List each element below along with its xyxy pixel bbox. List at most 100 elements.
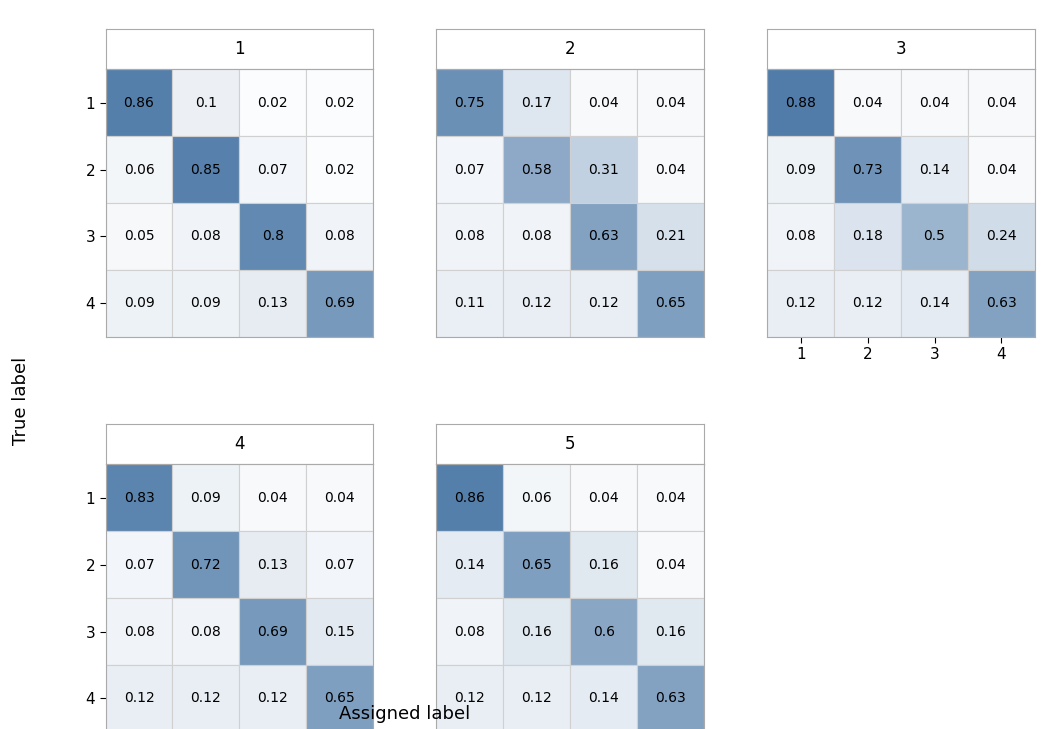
Text: 0.12: 0.12 — [588, 296, 619, 311]
Bar — [436, 69, 504, 136]
Text: 0.88: 0.88 — [786, 95, 816, 109]
Text: 0.08: 0.08 — [124, 625, 154, 639]
Bar — [570, 136, 637, 203]
Text: 0.07: 0.07 — [124, 558, 154, 572]
Text: 0.06: 0.06 — [124, 163, 154, 176]
Bar — [570, 203, 637, 270]
Bar — [968, 136, 1035, 203]
Text: 0.12: 0.12 — [190, 691, 222, 706]
Bar — [106, 136, 172, 203]
Text: 0.65: 0.65 — [522, 558, 552, 572]
Text: 0.12: 0.12 — [522, 296, 552, 311]
Text: 0.04: 0.04 — [655, 95, 686, 109]
Bar — [968, 270, 1035, 337]
Text: 0.63: 0.63 — [655, 691, 686, 706]
Text: 0.72: 0.72 — [190, 558, 222, 572]
Text: 0.12: 0.12 — [124, 691, 154, 706]
Bar — [504, 270, 570, 337]
Bar — [306, 598, 373, 665]
Bar — [306, 203, 373, 270]
Text: 0.04: 0.04 — [986, 163, 1017, 176]
Text: 0.04: 0.04 — [655, 491, 686, 504]
Bar — [240, 531, 306, 598]
Text: 0.09: 0.09 — [190, 296, 222, 311]
Bar — [570, 598, 637, 665]
Text: 0.16: 0.16 — [522, 625, 552, 639]
Bar — [504, 69, 570, 136]
Bar — [637, 270, 704, 337]
Text: 0.07: 0.07 — [454, 163, 486, 176]
Bar — [504, 203, 570, 270]
Bar — [240, 665, 306, 729]
Text: 0.04: 0.04 — [852, 95, 883, 109]
Text: 2: 2 — [565, 40, 576, 58]
Text: 0.6: 0.6 — [592, 625, 615, 639]
Text: 0.86: 0.86 — [454, 491, 486, 504]
Bar — [504, 598, 570, 665]
Text: 0.14: 0.14 — [588, 691, 619, 706]
Text: 0.65: 0.65 — [324, 691, 355, 706]
Text: 0.8: 0.8 — [262, 230, 284, 243]
Bar — [901, 136, 968, 203]
Text: 0.21: 0.21 — [655, 230, 686, 243]
Text: 0.08: 0.08 — [454, 625, 486, 639]
Text: 0.08: 0.08 — [522, 230, 552, 243]
Bar — [306, 665, 373, 729]
Bar — [637, 69, 704, 136]
Text: 0.02: 0.02 — [324, 163, 355, 176]
Bar — [106, 665, 172, 729]
Text: 0.04: 0.04 — [655, 163, 686, 176]
Text: 0.08: 0.08 — [190, 625, 222, 639]
Bar — [172, 270, 240, 337]
Text: 0.83: 0.83 — [124, 491, 154, 504]
Text: 0.02: 0.02 — [324, 95, 355, 109]
Text: 1: 1 — [234, 40, 245, 58]
Bar — [768, 136, 834, 203]
Bar — [834, 69, 901, 136]
Bar — [637, 531, 704, 598]
Text: 0.18: 0.18 — [852, 230, 883, 243]
Text: 0.12: 0.12 — [522, 691, 552, 706]
Text: 0.85: 0.85 — [190, 163, 222, 176]
Bar — [106, 69, 172, 136]
Text: 0.08: 0.08 — [324, 230, 355, 243]
Bar — [968, 203, 1035, 270]
Text: 0.04: 0.04 — [588, 95, 619, 109]
Bar — [436, 203, 504, 270]
Text: 0.63: 0.63 — [588, 230, 619, 243]
Text: 5: 5 — [565, 435, 576, 453]
Text: 0.65: 0.65 — [655, 296, 686, 311]
Text: 0.31: 0.31 — [588, 163, 619, 176]
Bar — [172, 136, 240, 203]
Text: 0.63: 0.63 — [986, 296, 1017, 311]
Text: 0.13: 0.13 — [258, 558, 288, 572]
Text: 0.75: 0.75 — [454, 95, 486, 109]
Text: 0.04: 0.04 — [588, 491, 619, 504]
Bar — [637, 665, 704, 729]
Bar — [901, 69, 968, 136]
Bar — [768, 270, 834, 337]
Bar — [306, 136, 373, 203]
Text: 0.24: 0.24 — [986, 230, 1017, 243]
Bar — [504, 531, 570, 598]
Text: 0.12: 0.12 — [258, 691, 288, 706]
Bar — [306, 270, 373, 337]
Text: 0.04: 0.04 — [655, 558, 686, 572]
Bar — [240, 69, 306, 136]
Bar — [172, 531, 240, 598]
Bar — [436, 136, 504, 203]
Text: 0.86: 0.86 — [124, 95, 154, 109]
Bar — [436, 270, 504, 337]
Text: 0.07: 0.07 — [324, 558, 355, 572]
Bar — [504, 136, 570, 203]
Bar — [570, 69, 637, 136]
Text: 0.02: 0.02 — [258, 95, 288, 109]
Text: 0.04: 0.04 — [258, 491, 288, 504]
Bar — [901, 203, 968, 270]
Text: 0.16: 0.16 — [588, 558, 619, 572]
Text: 0.04: 0.04 — [919, 95, 950, 109]
Bar — [106, 464, 172, 531]
Text: 0.12: 0.12 — [454, 691, 486, 706]
Bar — [106, 270, 172, 337]
Bar — [240, 203, 306, 270]
